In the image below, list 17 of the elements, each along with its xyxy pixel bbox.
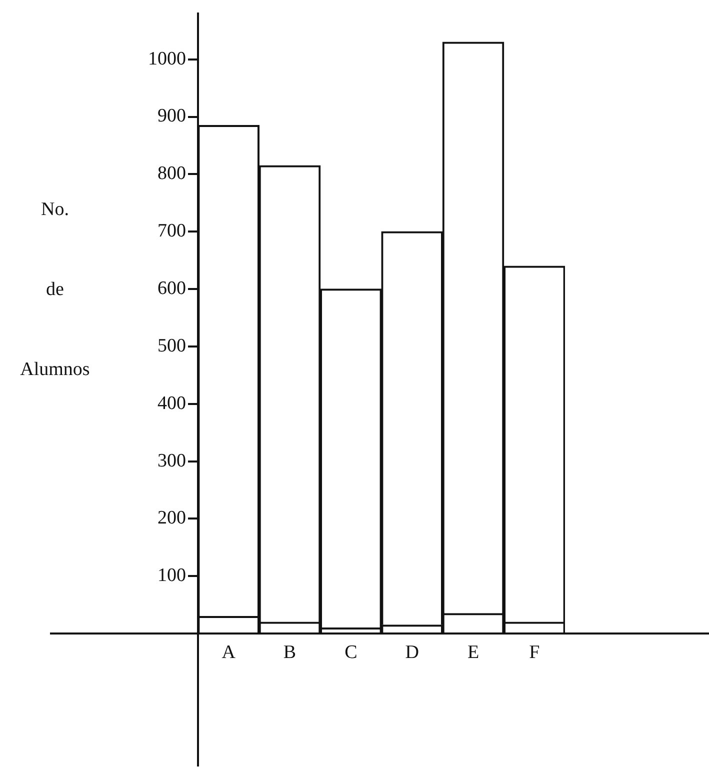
- x-tick-label: F: [529, 642, 540, 663]
- y-tick-label: 700: [158, 220, 186, 242]
- y-tick-label: 800: [158, 163, 186, 184]
- y-tick-label: 900: [158, 106, 186, 127]
- x-tick-label: A: [222, 642, 236, 663]
- x-tick-label: E: [467, 642, 480, 663]
- x-tick-label: D: [405, 642, 419, 663]
- y-tick-label: 200: [158, 508, 186, 529]
- y-tick-label: 100: [158, 565, 186, 586]
- y-tick-label: 600: [158, 278, 186, 299]
- y-tick-label: 300: [158, 450, 186, 472]
- x-tick-label: C: [344, 642, 358, 663]
- y-tick-label: 400: [158, 392, 186, 414]
- text: No. de Alumnos: [20, 199, 90, 380]
- y-tick-label: 500: [158, 335, 186, 356]
- y-tick-label: 1000: [148, 48, 186, 70]
- x-tick-label: B: [283, 642, 296, 663]
